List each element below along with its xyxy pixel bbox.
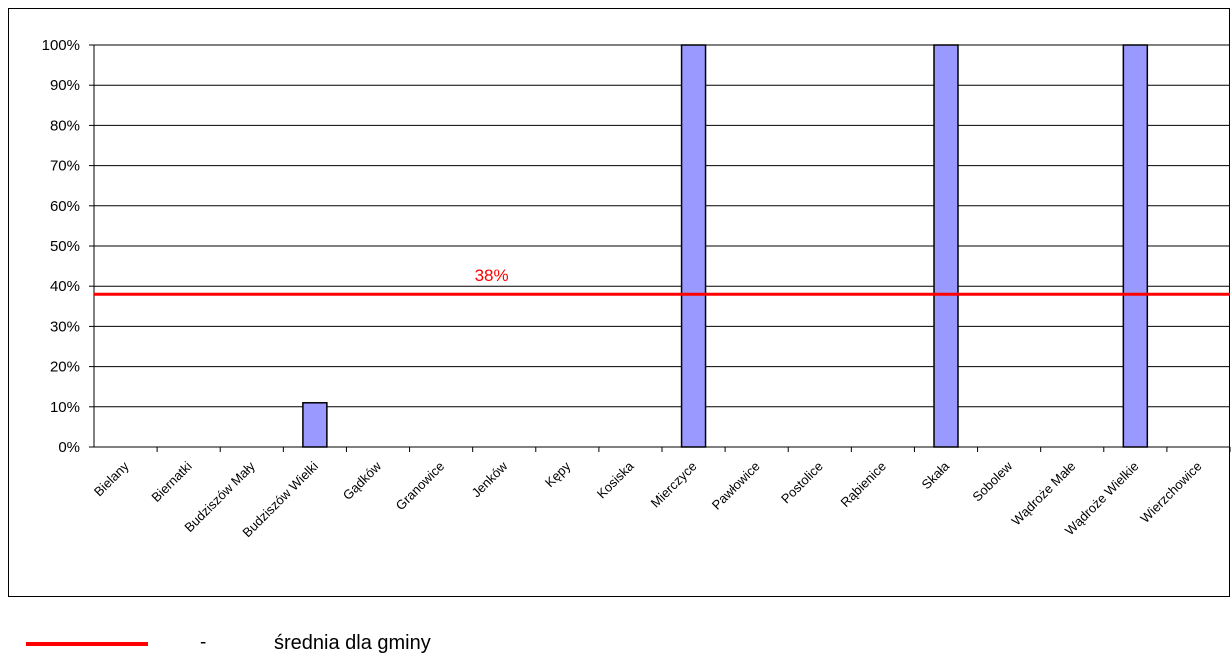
average-value-label: 38% <box>475 266 509 285</box>
x-tick-label: Wądroże Małe <box>1008 459 1078 529</box>
y-tick-label: 70% <box>50 158 80 175</box>
bar <box>680 44 707 448</box>
y-tick-label: 40% <box>50 278 80 295</box>
y-tick-label: 0% <box>58 439 80 456</box>
bar <box>933 44 959 448</box>
bar <box>1122 44 1149 448</box>
x-tick-label: Skała <box>919 458 953 492</box>
legend: - średnia dla gminy <box>26 632 1226 656</box>
x-tick-label: Sobolew <box>969 458 1015 504</box>
x-tick-label: Gądków <box>340 458 385 503</box>
x-tick-label: Jenków <box>469 458 511 500</box>
y-tick-label: 10% <box>50 399 80 416</box>
chart-area <box>8 8 1230 597</box>
legend-average-label: średnia dla gminy <box>274 632 431 654</box>
x-tick-label: Mierczyce <box>648 459 700 511</box>
y-tick-label: 90% <box>50 77 80 94</box>
x-tick-label: Postolice <box>778 459 826 507</box>
x-tick-label: Pawłowice <box>709 459 763 513</box>
y-tick-label: 20% <box>50 359 80 376</box>
y-tick-label: 100% <box>42 37 80 54</box>
y-tick-label: 30% <box>50 318 80 335</box>
y-tick-label: 60% <box>50 198 80 215</box>
bar <box>302 402 328 448</box>
x-tick-label: Kępy <box>542 458 574 490</box>
axes <box>89 44 1231 452</box>
bars <box>302 44 1149 448</box>
average-line-group: 38% <box>94 266 1230 296</box>
y-tick-label: 80% <box>50 117 80 134</box>
legend-separator: - <box>200 632 207 653</box>
legend-average-swatch <box>26 642 148 646</box>
y-tick-label: 50% <box>50 238 80 255</box>
axis-labels: 0% 10% 20% 30% 40% 50% 60% 70% 80% 90% 100% Bielany… <box>42 37 1205 540</box>
x-tick-label: Granowice <box>393 459 448 514</box>
x-tick-label: Bielany <box>91 458 132 499</box>
x-tick-label: Wierzchowice <box>1137 459 1204 526</box>
gridlines <box>94 44 1230 448</box>
x-tick-label: Biernatki <box>148 458 194 504</box>
x-tick-label: Rąbienice <box>838 459 889 510</box>
x-tick-label: Kosiska <box>594 458 637 501</box>
